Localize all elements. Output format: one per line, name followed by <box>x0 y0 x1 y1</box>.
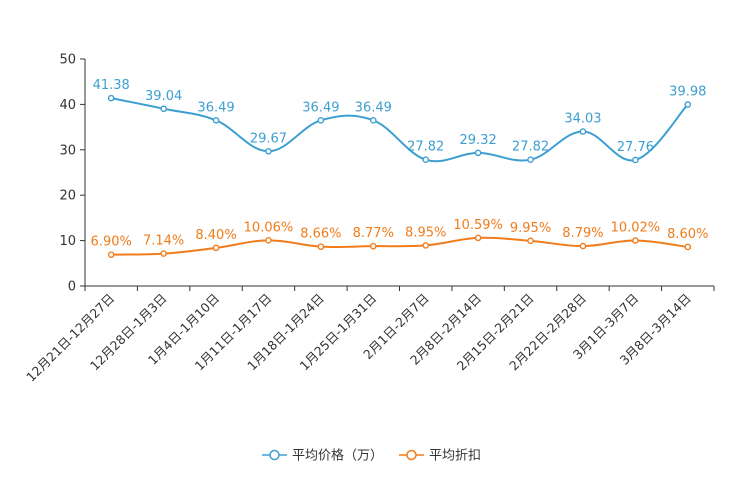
avg-price-point[interactable] <box>107 94 115 102</box>
avg-discount-point[interactable] <box>107 251 115 258</box>
avg-price-point[interactable] <box>684 101 692 108</box>
avg-discount-data-label: 9.95% <box>510 221 551 236</box>
avg-discount-data-label: 10.59% <box>453 218 503 233</box>
avg-discount-data-label: 8.40% <box>195 228 236 243</box>
avg-discount-data-label: 8.95% <box>405 225 446 240</box>
avg-discount-data-label: 10.06% <box>244 220 294 235</box>
avg-price-data-label: 29.67 <box>250 131 287 146</box>
avg-discount-data-label: 8.60% <box>667 227 708 242</box>
avg-price-data-label: 27.82 <box>512 140 549 155</box>
avg-price-point[interactable] <box>474 149 482 157</box>
avg-price-point[interactable] <box>579 128 587 135</box>
avg-price-legend-label[interactable]: 平均价格（万） <box>292 448 383 464</box>
y-tick-label: 50 <box>59 53 76 68</box>
avg-discount-legend-label[interactable]: 平均折扣 <box>429 449 481 464</box>
avg-price-data-label: 36.49 <box>197 100 234 115</box>
avg-discount-point[interactable] <box>212 244 220 252</box>
avg-discount-point[interactable] <box>265 237 272 244</box>
avg-price-point[interactable] <box>317 117 325 124</box>
avg-discount-data-label: 8.77% <box>353 226 394 241</box>
avg-discount-legend-marker-icon <box>406 449 417 461</box>
avg-price-data-label: 29.32 <box>460 133 497 148</box>
avg-discount-point[interactable] <box>632 237 639 244</box>
avg-discount-point[interactable] <box>474 234 482 242</box>
avg-price-point[interactable] <box>527 156 534 163</box>
avg-price-data-label: 27.76 <box>617 140 654 155</box>
y-tick-label: 20 <box>59 189 76 204</box>
avg-price-point[interactable] <box>369 117 377 124</box>
avg-discount-data-label: 6.90% <box>91 235 132 250</box>
avg-discount-data-label: 8.66% <box>300 227 341 242</box>
avg-price-point[interactable] <box>422 156 430 163</box>
avg-discount-series-line <box>111 236 688 256</box>
avg-price-data-label: 41.38 <box>93 78 130 93</box>
avg-price-data-label: 39.98 <box>669 84 706 99</box>
y-tick-label: 40 <box>59 98 76 113</box>
y-tick-label: 0 <box>68 280 76 295</box>
avg-discount-point[interactable] <box>579 242 587 250</box>
avg-price-legend-marker-icon <box>269 449 280 461</box>
y-tick-label: 10 <box>59 234 76 249</box>
avg-price-point[interactable] <box>265 147 272 155</box>
avg-discount-data-label: 8.79% <box>562 226 603 241</box>
avg-discount-point[interactable] <box>422 242 430 249</box>
avg-price-point[interactable] <box>632 156 639 164</box>
y-tick-label: 30 <box>59 143 76 158</box>
avg-discount-point[interactable] <box>317 243 325 250</box>
avg-discount-point[interactable] <box>160 250 167 257</box>
avg-price-data-label: 36.49 <box>355 100 392 115</box>
avg-price-data-label: 39.04 <box>145 89 182 104</box>
avg-price-data-label: 27.82 <box>407 140 444 155</box>
avg-price-point[interactable] <box>160 105 167 113</box>
avg-discount-point[interactable] <box>369 242 377 250</box>
avg-discount-data-label: 10.02% <box>611 221 661 236</box>
avg-discount-point[interactable] <box>684 243 692 251</box>
avg-discount-data-label: 7.14% <box>143 234 184 249</box>
avg-discount-point[interactable] <box>527 237 534 245</box>
avg-price-point[interactable] <box>212 117 220 124</box>
avg-price-data-label: 34.03 <box>564 112 601 127</box>
avg-price-data-label: 36.49 <box>302 100 339 115</box>
x-tick-label: 12月21日-12月27日 <box>23 291 117 385</box>
